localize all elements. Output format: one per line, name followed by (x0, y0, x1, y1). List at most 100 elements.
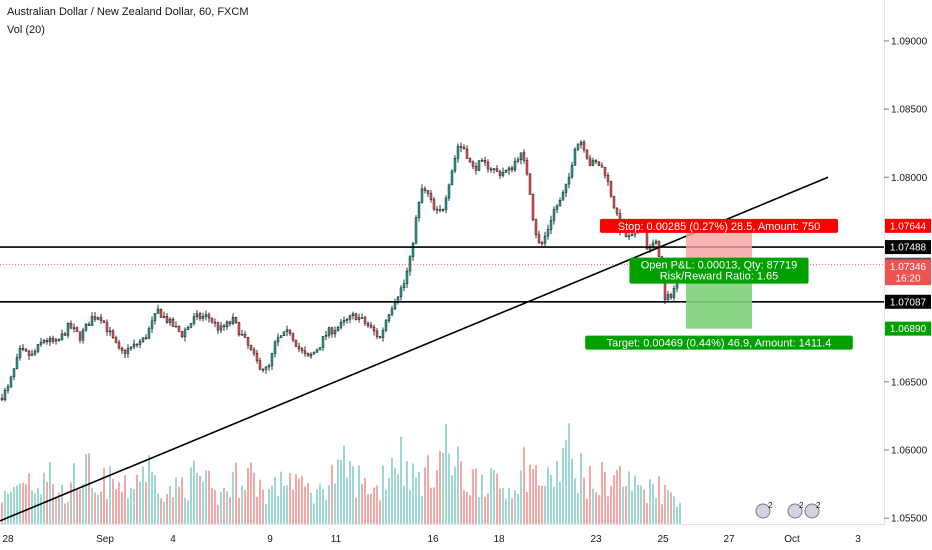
candle-body (171, 318, 175, 327)
volume-bar (247, 467, 249, 525)
volume-bar (295, 474, 297, 525)
volume-bar (118, 482, 120, 525)
volume-bar (556, 460, 558, 525)
economic-event-icon[interactable]: 2 (804, 501, 821, 519)
volume-bar (178, 486, 180, 525)
candle-body (375, 330, 379, 337)
candle-body (270, 353, 274, 366)
candle-body (204, 314, 208, 317)
candle-body (477, 160, 481, 171)
candle-body (474, 166, 478, 171)
candle-body (351, 313, 355, 316)
volume-bar (652, 483, 654, 525)
candle-body (165, 315, 169, 323)
y-tick-label: 1.06500 (891, 377, 928, 388)
candle-body (333, 330, 337, 335)
candle-body (432, 199, 436, 210)
volume-bar (232, 471, 234, 525)
candle-body (462, 147, 466, 150)
volume-bar (466, 491, 468, 525)
candle-body (246, 337, 250, 346)
volume-bar (382, 465, 384, 525)
volume-bar (172, 497, 174, 525)
candle-body (102, 320, 106, 323)
candle-body (495, 168, 499, 172)
candle-body (27, 350, 31, 356)
candle-body (153, 313, 157, 322)
candle-body (513, 161, 517, 171)
candle-body (18, 348, 22, 358)
volume-bar (235, 462, 237, 525)
volume-bar (577, 493, 579, 525)
candle-body (609, 181, 613, 197)
volume-bar (445, 423, 447, 525)
candle-body (135, 343, 139, 346)
candle-body (186, 327, 190, 331)
economic-event-icon[interactable]: 2 (755, 501, 773, 519)
candle-body (96, 317, 100, 320)
x-tick-label: 27 (723, 534, 735, 545)
position-tool: Stop: 0.00285 (0.27%) 28.5, Amount: 750 O… (585, 218, 853, 350)
candle-body (192, 316, 196, 324)
candle-body (300, 348, 304, 352)
target-label-bg (585, 335, 853, 350)
volume-bar (469, 495, 471, 525)
candle-body (105, 322, 109, 332)
candle-body (183, 329, 187, 337)
y-tick-label: 1.05500 (891, 514, 928, 525)
x-tick-label: 18 (493, 534, 505, 545)
volume-bar (307, 482, 309, 525)
x-tick-label: 28 (2, 534, 14, 545)
volume-bar (670, 492, 672, 525)
candle-body (384, 320, 388, 331)
volume-bar (349, 460, 351, 525)
volume-bar (610, 485, 612, 525)
candle-body (315, 349, 319, 353)
candle-body (318, 347, 322, 351)
volume-bar (115, 489, 117, 525)
volume-bar (592, 488, 594, 525)
volume-bar (283, 485, 285, 525)
candle-body (231, 316, 235, 324)
candle-body (234, 316, 238, 323)
volume-bar (61, 484, 63, 525)
candle-body (585, 149, 589, 159)
candle-body (216, 322, 220, 331)
volume-bar (517, 493, 519, 525)
candle-body (9, 376, 13, 387)
volume-bar (487, 493, 489, 525)
volume-bar (229, 497, 231, 525)
candle-body (441, 209, 445, 211)
candle-body (423, 188, 427, 191)
candle-body (471, 161, 475, 167)
volume-bar (214, 490, 216, 525)
volume-bar (169, 486, 171, 525)
volume-bar (508, 488, 510, 525)
volume-bar (166, 493, 168, 525)
volume-bar (112, 478, 114, 525)
open-pl-label: Open P&L: 0.00013, Qty: 87719 (641, 260, 798, 272)
candle-body (672, 287, 676, 298)
volume-bar (310, 492, 312, 525)
volume-bar (439, 451, 441, 525)
volume-bar (145, 481, 147, 525)
candle-body (123, 350, 127, 354)
x-tick-label: 23 (590, 534, 602, 545)
candle-body (132, 343, 136, 348)
price-tags: 1.076441.074881.073591.0734616:201.07087… (885, 218, 931, 336)
volume-bar (238, 497, 240, 525)
volume-bar (37, 488, 39, 525)
candle-body (174, 325, 178, 328)
candle-body (588, 157, 592, 166)
volume-bar (298, 478, 300, 525)
candle-body (114, 337, 118, 343)
volume-bar (190, 467, 192, 525)
economic-event-icon[interactable]: 2 (787, 501, 804, 519)
volume-bar (202, 481, 204, 525)
volume-bar (76, 488, 78, 525)
volume-bar (622, 486, 624, 525)
event-icons: 2 2 2 (755, 501, 821, 519)
volume-bar (4, 490, 6, 525)
candle-body (111, 330, 115, 338)
